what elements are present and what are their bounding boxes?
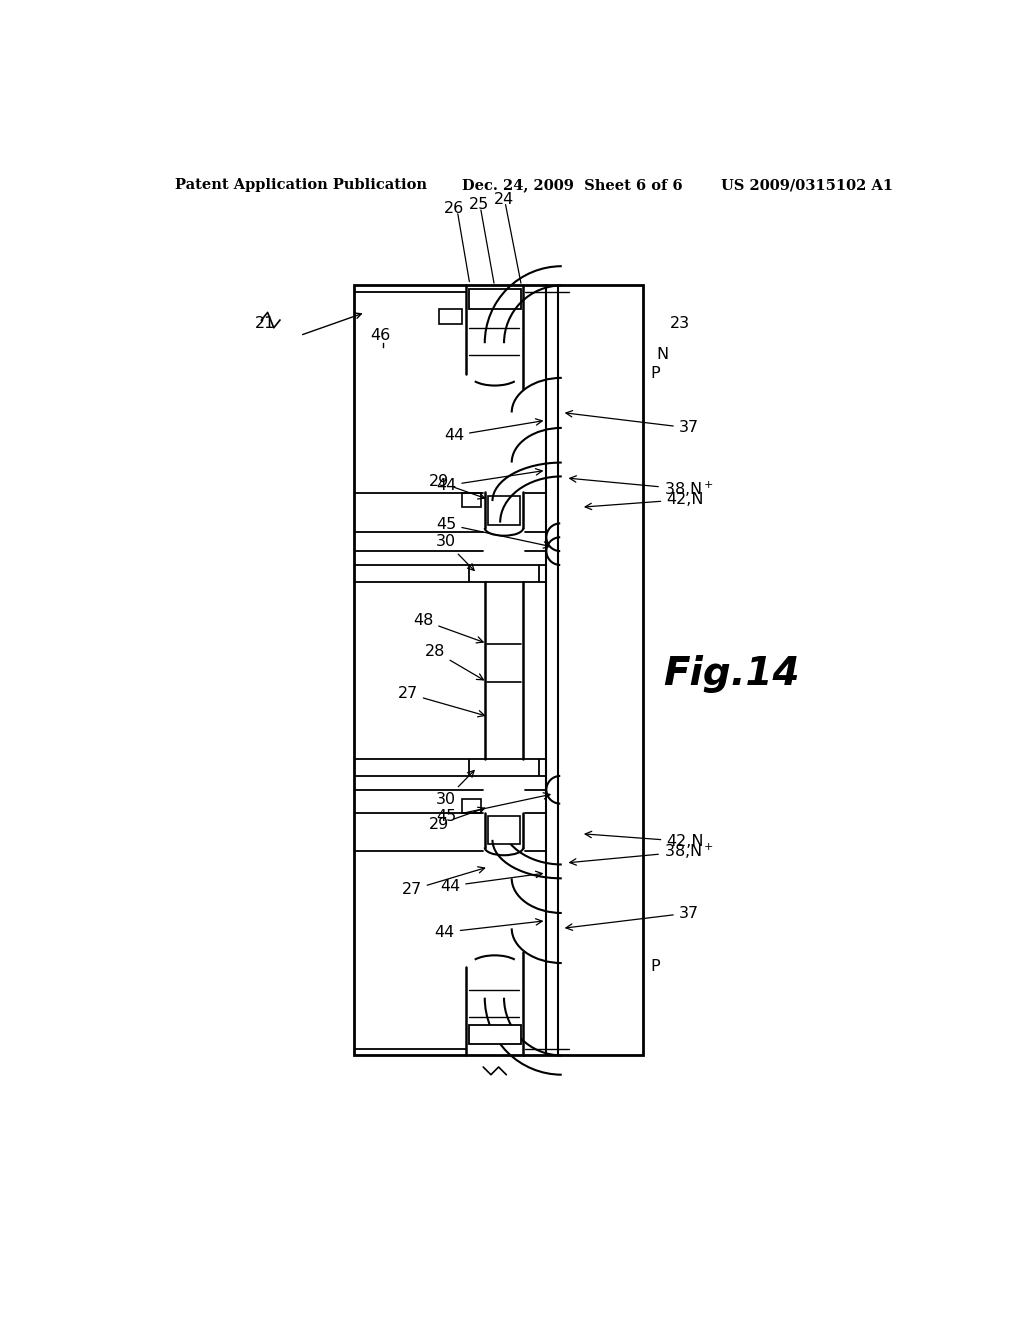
Text: 46: 46 (371, 327, 391, 343)
Bar (469, 289, 521, 309)
Text: Fig.14: Fig.14 (663, 655, 800, 693)
Bar (438, 309, 462, 323)
Bar (469, 759, 539, 776)
Text: 45: 45 (436, 793, 550, 824)
Text: 38,N$^+$: 38,N$^+$ (569, 842, 714, 865)
Text: 44: 44 (440, 871, 543, 894)
Text: 37: 37 (566, 411, 698, 436)
Text: 28: 28 (425, 644, 483, 680)
Text: 30: 30 (436, 771, 474, 807)
Text: 24: 24 (494, 191, 514, 207)
Text: 42,N: 42,N (585, 832, 703, 849)
Text: Dec. 24, 2009  Sheet 6 of 6: Dec. 24, 2009 Sheet 6 of 6 (462, 178, 682, 193)
Text: 25: 25 (469, 197, 489, 213)
Bar (487, 816, 520, 845)
Text: 42,N: 42,N (585, 492, 703, 510)
Text: 44: 44 (434, 919, 543, 940)
Text: P: P (650, 367, 659, 381)
Bar (487, 496, 520, 525)
Bar (354, 285, 643, 1056)
Bar (462, 494, 481, 507)
Text: 21: 21 (255, 317, 275, 331)
Text: 27: 27 (401, 867, 484, 898)
Bar (469, 565, 539, 582)
Text: N: N (656, 347, 669, 362)
Text: 23: 23 (670, 317, 690, 331)
Bar (469, 1024, 521, 1044)
Bar (462, 799, 481, 813)
Text: 30: 30 (436, 535, 474, 570)
Text: 29: 29 (428, 808, 484, 832)
Text: 48: 48 (413, 612, 483, 643)
Text: 45: 45 (436, 516, 550, 548)
Text: 27: 27 (397, 686, 484, 717)
Text: US 2009/0315102 A1: US 2009/0315102 A1 (721, 178, 893, 193)
Text: 44: 44 (443, 418, 543, 444)
Text: P: P (650, 960, 659, 974)
Text: Patent Application Publication: Patent Application Publication (175, 178, 427, 193)
Text: 29: 29 (428, 474, 484, 499)
Text: 38,N$^+$: 38,N$^+$ (569, 475, 714, 499)
Text: 26: 26 (443, 201, 464, 216)
Text: 37: 37 (566, 906, 698, 931)
Text: 44: 44 (436, 469, 543, 494)
